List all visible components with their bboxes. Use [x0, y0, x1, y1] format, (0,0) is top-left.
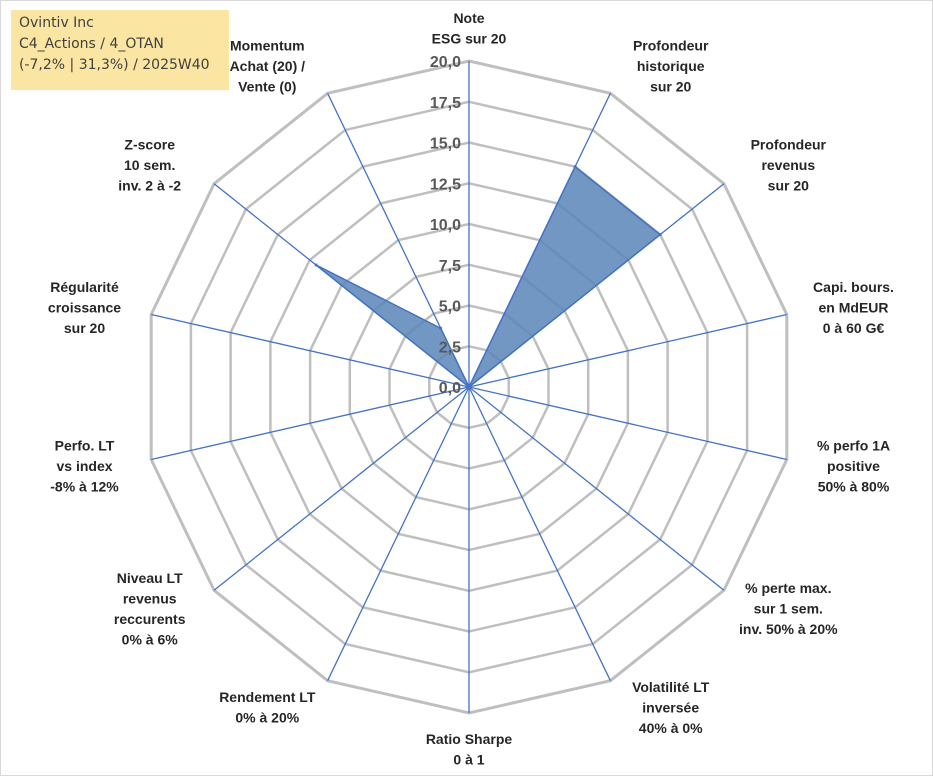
- axis-label-line: 40% à 0%: [639, 720, 703, 736]
- axis-label-line: Perfo. LT: [55, 438, 115, 454]
- axis-spoke: [151, 386, 470, 461]
- data-point: [658, 233, 662, 237]
- axis-label-line: Note: [453, 10, 484, 26]
- axis-label-line: en MdEUR: [819, 300, 889, 316]
- tick-label: 7,5: [439, 258, 461, 275]
- axis-label-line: inversée: [642, 700, 699, 716]
- axis-spoke: [327, 386, 470, 681]
- axis-label: % perte max. sur 1 sem. inv. 50% à 20%: [739, 580, 838, 637]
- axis-label-line: Régularité: [50, 279, 119, 295]
- data-point: [314, 263, 318, 267]
- axis-spoke: [468, 386, 725, 591]
- data-point: [439, 326, 443, 330]
- axis-label-line: Ratio Sharpe: [426, 731, 513, 747]
- axis-label-line: revenus: [123, 591, 177, 607]
- tick-label: 20,0: [430, 54, 461, 71]
- axis-label-line: 0% à 20%: [235, 710, 299, 726]
- axis-label-line: 0% à 6%: [122, 632, 179, 648]
- data-point: [573, 165, 577, 169]
- axis-label-line: croissance: [48, 300, 121, 316]
- axis-label-line: Niveau LT: [117, 570, 183, 586]
- portfolio-name: C4_Actions / 4_OTAN: [19, 36, 164, 52]
- radar-series: [314, 165, 662, 389]
- axis-label-line: ESG sur 20: [432, 31, 507, 47]
- axis-label-line: sur 20: [64, 320, 105, 336]
- tick-label: 12,5: [430, 176, 461, 193]
- axis-label: Note ESG sur 20: [432, 10, 507, 47]
- axis-label-line: historique: [637, 58, 705, 74]
- axis-label-line: inv. 50% à 20%: [739, 621, 838, 637]
- axis-label: Rendement LT 0% à 20%: [219, 689, 316, 726]
- axis-label-line: % perfo 1A: [817, 438, 890, 454]
- tick-label: 5,0: [439, 299, 461, 316]
- axis-label-line: 10 sem.: [124, 157, 175, 173]
- axis-label-line: sur 20: [768, 177, 809, 193]
- radar-axis-labels: Note ESG sur 20 Profondeur historique sur 20…: [48, 10, 894, 768]
- axis-label: Volatilité LT inversée 40% à 0%: [632, 679, 710, 736]
- series-area: [315, 165, 662, 389]
- axis-label-line: reccurents: [114, 611, 186, 627]
- axis-label: Capi. bours. en MdEUR 0 à 60 G€: [813, 279, 894, 336]
- axis-spoke: [468, 386, 611, 681]
- axis-label-line: Z-score: [124, 136, 175, 152]
- tick-label: 15,0: [430, 136, 461, 153]
- axis-label-line: sur 1 sem.: [754, 601, 823, 617]
- axis-label: Régularité croissance sur 20: [48, 279, 121, 336]
- axis-label: Ratio Sharpe 0 à 1: [426, 731, 513, 768]
- axis-label-line: % perte max.: [745, 580, 831, 596]
- axis-spoke: [213, 386, 470, 591]
- axis-label-line: 50% à 80%: [818, 479, 890, 495]
- info-box: Ovintiv Inc C4_Actions / 4_OTAN (-7,2% |…: [11, 10, 229, 90]
- tick-label: 10,0: [430, 217, 461, 234]
- data-point: [467, 385, 471, 389]
- axis-label-line: vs index: [56, 458, 112, 474]
- axis-label-line: Rendement LT: [219, 689, 316, 705]
- axis-label: Momentum Achat (20) / Vente (0): [230, 38, 306, 95]
- axis-label: Z-score 10 sem. inv. 2 à -2: [118, 136, 181, 193]
- axis-label: Profondeur historique sur 20: [633, 38, 709, 95]
- axis-label: Perfo. LT vs index -8% à 12%: [50, 438, 119, 495]
- axis-label-line: Vente (0): [238, 79, 296, 95]
- axis-label-line: revenus: [761, 157, 815, 173]
- axis-label-line: inv. 2 à -2: [118, 177, 181, 193]
- tick-label: 0,0: [439, 380, 461, 397]
- axis-spoke: [151, 313, 470, 388]
- tick-label: 17,5: [430, 95, 461, 112]
- axis-label-line: Profondeur: [751, 136, 827, 152]
- tick-label: 2,5: [439, 339, 461, 356]
- company-name: Ovintiv Inc: [19, 15, 94, 31]
- axis-label-line: -8% à 12%: [50, 479, 119, 495]
- axis-label-line: 0 à 1: [453, 752, 484, 768]
- stats-line: (-7,2% | 31,3%) / 2025W40: [19, 57, 210, 73]
- axis-label: Profondeur revenus sur 20: [751, 136, 827, 193]
- axis-label: % perfo 1A positive 50% à 80%: [817, 438, 890, 495]
- axis-label-line: Profondeur: [633, 38, 709, 54]
- axis-spoke: [468, 313, 787, 388]
- axis-label-line: Capi. bours.: [813, 279, 894, 295]
- radar-tick-labels: 0,0 2,5 5,0 7,5 10,0 12,5 15,0 17,5 20,0: [430, 54, 461, 397]
- axis-label-line: 0 à 60 G€: [823, 320, 885, 336]
- axis-label: Niveau LT revenus reccurents 0% à 6%: [114, 570, 186, 648]
- axis-label-line: Achat (20) /: [230, 58, 306, 74]
- axis-label-line: positive: [827, 458, 880, 474]
- axis-label-line: Momentum: [230, 38, 305, 54]
- axis-spoke: [468, 386, 787, 461]
- axis-label-line: Volatilité LT: [632, 679, 710, 695]
- axis-label-line: sur 20: [650, 79, 691, 95]
